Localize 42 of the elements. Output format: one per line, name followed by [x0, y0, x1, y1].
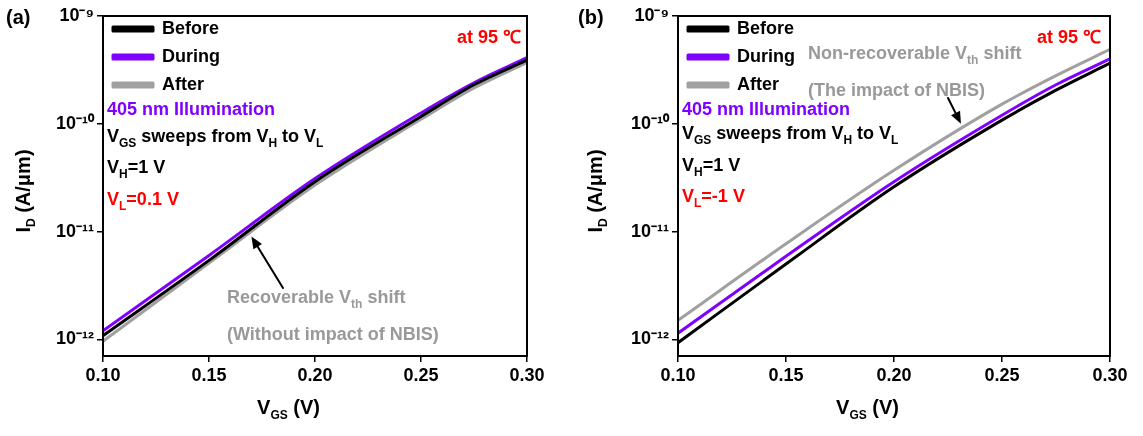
annotation: at 95 ℃	[1036, 27, 1101, 47]
annotation: at 95 ℃	[456, 27, 521, 47]
annotation: V$_{L}$=-1 V	[682, 186, 745, 210]
annotation: V$_{GS}$ sweeps from V$_{H}$ to V$_{L}$	[107, 126, 324, 150]
chart-title: (b)	[578, 5, 604, 30]
annotation: V$_{H}$=1 V	[107, 157, 166, 181]
legend-label: Before	[737, 17, 795, 38]
y-tick-label: 10⁻¹²	[630, 328, 669, 349]
annotation: Illumination	[173, 99, 276, 119]
x-tick-label: 0.10	[85, 364, 121, 385]
y-tick-label: 10⁻¹¹	[630, 220, 669, 241]
x-tick-label: 0.25	[984, 364, 1020, 385]
annotation: V$_{L}$=0.1 V	[107, 189, 179, 213]
x-tick-label: 0.30	[1092, 364, 1128, 385]
annotation: V$_{H}$=1 V	[682, 155, 741, 179]
legend-label: Before	[162, 17, 220, 38]
x-tick-label: 0.15	[768, 364, 804, 385]
annotation: Recoverable V$_{th}$ shift (Without impact of NBIS)	[227, 287, 439, 344]
x-tick-label: 0.30	[509, 364, 545, 385]
x-tick-label: 0.20	[876, 364, 912, 385]
x-tick-label: 0.20	[297, 364, 333, 385]
y-tick-label: 10⁻¹⁰	[630, 112, 670, 133]
annotation: 405 nm	[682, 99, 745, 119]
chart-title: (a)	[6, 5, 31, 30]
y-tick-label: 10⁻¹²	[55, 328, 94, 349]
x-tick-label: 0.15	[191, 364, 227, 385]
legend-label: During	[737, 45, 795, 66]
y-tick-label: 10⁻¹¹	[55, 220, 94, 241]
legend-label: After	[737, 73, 780, 94]
y-tick-label: 10⁻⁹	[59, 4, 94, 25]
legend-label: During	[162, 45, 220, 66]
x-tick-label: 0.10	[660, 364, 696, 385]
x-tick-label: 0.25	[403, 364, 439, 385]
y-tick-label: 10⁻⁹	[634, 4, 669, 25]
x-axis-title: V$_{GS}$ (V)	[256, 395, 321, 424]
y-tick-label: 10⁻¹⁰	[55, 112, 95, 133]
legend-label: After	[162, 73, 205, 94]
x-axis-title: V$_{GS}$ (V)	[835, 395, 900, 424]
annotation: Illumination	[748, 99, 851, 119]
annotation: 405 nm	[107, 99, 170, 119]
annotation: Non-recoverable V$_{th}$ shift (The impact of NBIS)	[808, 43, 1022, 100]
annotation: V$_{GS}$ sweeps from V$_{H}$ to V$_{L}$	[682, 123, 899, 147]
